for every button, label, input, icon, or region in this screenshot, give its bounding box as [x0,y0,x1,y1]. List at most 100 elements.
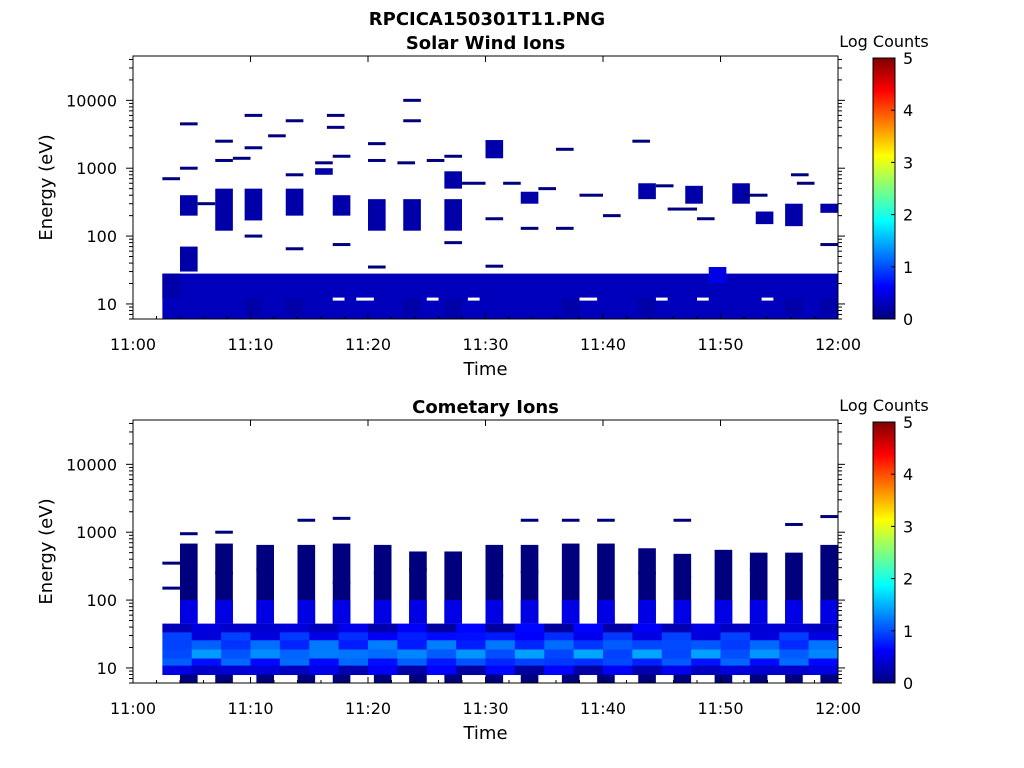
x-tick-label: 11:00 [110,699,156,718]
x-tick-label: 11:30 [462,335,508,354]
column-block-bottom [714,674,733,683]
band-cell [720,665,751,676]
band-cell [309,658,340,666]
band-cell [397,658,428,666]
band-cell [338,631,369,641]
band-cell [514,631,545,641]
band-cell [426,658,457,666]
band-cell [544,665,575,676]
data-block [820,203,838,213]
colorbar-tick-label: 5 [903,49,913,68]
x-tick-label: 11:50 [697,699,743,718]
column-block-bottom [638,674,656,683]
data-block [180,246,198,272]
data-line [162,561,180,565]
band-cell [749,658,780,666]
data-block [315,168,333,175]
column-block-lower [714,600,733,624]
band-cell [250,658,281,666]
data-line [556,226,574,230]
data-line [397,161,415,165]
band-cell [544,623,575,633]
data-line [638,571,656,575]
column-block-bottom [597,674,615,683]
data-line [332,581,351,585]
band-cell [338,623,369,633]
data-line [332,154,351,158]
data-line [326,125,345,129]
column-block-lower [597,600,615,624]
band-cell [544,631,575,641]
band-cell [603,649,633,659]
band-cell [661,665,692,676]
data-line [749,568,768,572]
band-cell [691,623,721,633]
colorbar-tick-label: 0 [903,674,913,693]
column-block-lower [638,600,656,624]
column-block-lower [749,600,768,624]
data-block [638,183,656,200]
data-block [215,188,233,231]
band-cell [426,665,457,676]
band-cell [456,639,486,650]
data-line [561,518,580,522]
colorbar-tick-label: 1 [903,622,913,641]
data-line [444,154,462,158]
band-cell [779,639,810,650]
band-gap [332,297,345,301]
data-line [215,139,233,143]
band-cell [221,639,251,650]
x-tick-label: 11:10 [227,699,273,718]
column-block-bottom [256,674,274,683]
data-line [697,217,715,221]
band-cell [632,631,663,641]
data-line [368,158,386,162]
band-cell [250,631,281,641]
data-line [268,134,286,138]
column-block-bottom [215,674,233,683]
data-line [520,226,539,230]
data-block [180,195,198,216]
data-block [685,185,703,204]
column-block-lower [409,600,427,624]
data-line [215,530,233,534]
band-cell [162,665,193,676]
data-block [785,298,803,315]
data-line [180,166,198,170]
data-line [332,516,351,520]
data-line [503,181,521,185]
band-cell [368,631,398,641]
data-block [403,298,421,315]
colorbar-tick-label: 3 [903,517,913,536]
data-line [444,241,462,245]
band-cell [661,658,692,666]
column-block-bottom [485,674,504,683]
band-cell [808,649,839,659]
column-block-lower [785,600,803,624]
band-cell [250,649,281,659]
data-line [162,586,180,590]
x-tick-label: 11:20 [345,699,391,718]
band-gap [761,297,774,301]
data-line [744,193,768,197]
band-cell [779,658,810,666]
data-block [638,298,656,315]
band-cell [691,658,721,666]
y-tick-label: 1000 [76,523,117,542]
data-line [368,142,386,146]
x-tick-label: 11:40 [580,699,626,718]
band-cell [573,665,604,676]
column-block-lower [561,600,580,624]
band-gap [697,297,709,301]
band-cell [162,639,193,650]
band-cell [397,623,428,633]
band-cell [632,649,663,659]
y-tick-label: 1000 [76,159,117,178]
data-line [796,181,815,185]
band-cell [309,665,340,676]
column-block-lower [673,600,692,624]
data-line [403,98,421,102]
data-line [409,568,427,572]
band-cell [632,658,663,666]
